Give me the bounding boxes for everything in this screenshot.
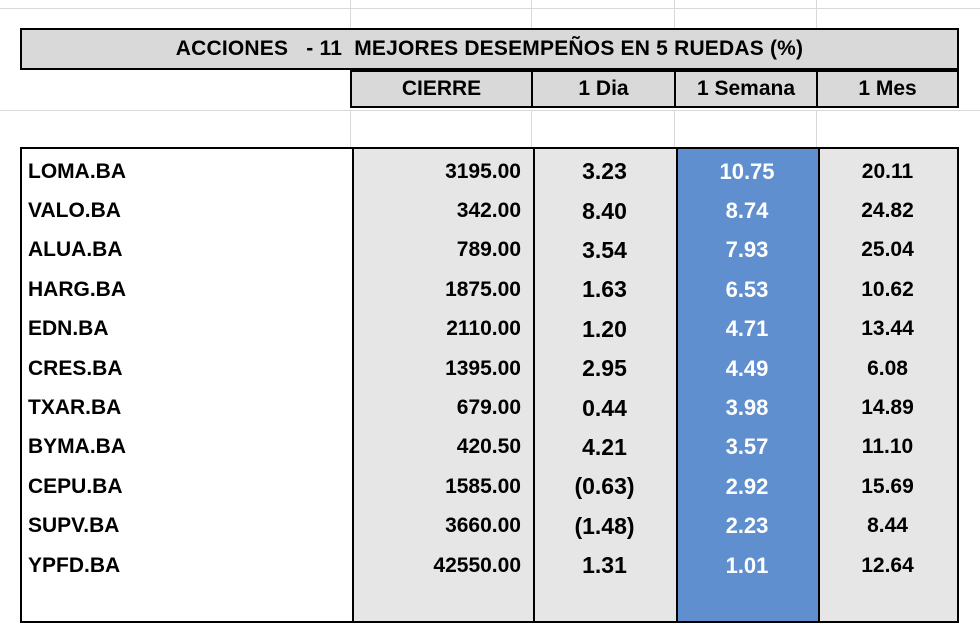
ticker-cell[interactable]: VALO.BA xyxy=(28,199,121,223)
cierre-cell[interactable]: 3660.00 xyxy=(445,514,521,538)
mes-cell[interactable]: 11.10 xyxy=(861,435,914,459)
table-row[interactable]: BYMA.BA 420.50 4.21 3.57 11.10 xyxy=(22,428,957,467)
gridline xyxy=(674,0,675,28)
ticker-cell[interactable]: TXAR.BA xyxy=(28,396,122,420)
semana-cell[interactable]: 1.01 xyxy=(725,552,769,578)
cierre-cell[interactable]: 2110.00 xyxy=(446,317,521,341)
semana-cell[interactable]: 7.93 xyxy=(725,237,769,263)
header-empty-cell[interactable] xyxy=(20,70,350,108)
table-row[interactable]: SUPV.BA 3660.00 (1.48) 2.23 8.44 xyxy=(22,507,957,546)
header-1-dia[interactable]: 1 Dia xyxy=(531,70,676,108)
cierre-cell[interactable]: 1395.00 xyxy=(445,356,521,380)
semana-cell[interactable]: 3.57 xyxy=(725,434,769,460)
semana-cell[interactable]: 10.75 xyxy=(719,158,775,184)
cierre-cell[interactable]: 1585.00 xyxy=(445,474,521,498)
cierre-cell[interactable]: 3195.00 xyxy=(445,159,521,183)
gridline xyxy=(350,110,351,147)
column-cierre xyxy=(352,149,533,621)
header-1-mes[interactable]: 1 Mes xyxy=(816,70,959,108)
column-ticker xyxy=(22,149,352,621)
mes-cell[interactable]: 10.62 xyxy=(861,277,914,301)
table-row[interactable]: CEPU.BA 1585.00 (0.63) 2.92 15.69 xyxy=(22,467,957,506)
header-cierre[interactable]: CIERRE xyxy=(350,70,533,108)
cierre-cell[interactable]: 679.00 xyxy=(456,396,521,420)
mes-cell[interactable]: 6.08 xyxy=(867,356,908,380)
cierre-cell[interactable]: 789.00 xyxy=(456,238,521,262)
column-1-semana xyxy=(676,149,818,621)
table-row[interactable]: CRES.BA 1395.00 2.95 4.49 6.08 xyxy=(22,349,957,388)
table-row[interactable]: TXAR.BA 679.00 0.44 3.98 14.89 xyxy=(22,388,957,427)
semana-cell[interactable]: 3.98 xyxy=(725,395,769,421)
mes-cell[interactable]: 20.11 xyxy=(861,159,914,183)
ticker-cell[interactable]: CEPU.BA xyxy=(28,474,123,498)
mes-cell[interactable]: 8.44 xyxy=(867,514,908,538)
dia-cell[interactable]: (1.48) xyxy=(574,512,635,539)
semana-cell[interactable]: 2.23 xyxy=(725,513,769,539)
ticker-cell[interactable]: EDN.BA xyxy=(28,317,109,341)
table-row[interactable]: VALO.BA 342.00 8.40 8.74 24.82 xyxy=(22,191,957,230)
gridline xyxy=(816,0,817,28)
gridline xyxy=(0,8,980,9)
mes-cell[interactable]: 25.04 xyxy=(861,238,914,262)
gridline xyxy=(674,110,675,147)
cierre-cell[interactable]: 342.00 xyxy=(456,199,521,223)
table-row[interactable]: ALUA.BA 789.00 3.54 7.93 25.04 xyxy=(22,231,957,270)
semana-cell[interactable]: 6.53 xyxy=(725,276,769,302)
ticker-cell[interactable]: HARG.BA xyxy=(28,277,126,301)
gridline xyxy=(531,0,532,28)
dia-cell[interactable]: 1.63 xyxy=(582,276,627,303)
gridline xyxy=(531,110,532,147)
cierre-cell[interactable]: 42550.00 xyxy=(433,553,521,577)
table-row[interactable]: EDN.BA 2110.00 1.20 4.71 13.44 xyxy=(22,310,957,349)
mes-cell[interactable]: 13.44 xyxy=(861,317,914,341)
semana-cell[interactable]: 4.49 xyxy=(725,355,769,381)
ticker-cell[interactable]: LOMA.BA xyxy=(28,159,126,183)
mes-cell[interactable]: 12.64 xyxy=(861,553,914,577)
cierre-cell[interactable]: 1875.00 xyxy=(445,277,521,301)
table-row[interactable]: HARG.BA 1875.00 1.63 6.53 10.62 xyxy=(22,270,957,309)
cierre-cell[interactable]: 420.50 xyxy=(456,435,521,459)
performance-table: LOMA.BA 3195.00 3.23 10.75 20.11 VALO.BA… xyxy=(20,147,959,623)
dia-cell[interactable]: 4.21 xyxy=(582,433,627,460)
dia-cell[interactable]: (0.63) xyxy=(574,473,635,500)
mes-cell[interactable]: 14.89 xyxy=(861,396,914,420)
gridline xyxy=(0,110,980,111)
dia-cell[interactable]: 2.95 xyxy=(582,355,627,382)
gridline xyxy=(350,0,351,28)
dia-cell[interactable]: 0.44 xyxy=(582,394,627,421)
mes-cell[interactable]: 24.82 xyxy=(861,199,914,223)
dia-cell[interactable]: 1.20 xyxy=(582,315,627,342)
ticker-cell[interactable]: YPFD.BA xyxy=(28,553,121,577)
dia-cell[interactable]: 8.40 xyxy=(582,197,627,224)
dia-cell[interactable]: 3.23 xyxy=(582,158,627,185)
ticker-cell[interactable]: SUPV.BA xyxy=(28,514,120,538)
dia-cell[interactable]: 3.54 xyxy=(582,236,627,263)
table-title-text: ACCIONES - 11 MEJORES DESEMPEÑOS EN 5 RU… xyxy=(175,37,804,60)
column-1-mes xyxy=(818,149,957,621)
table-row[interactable]: LOMA.BA 3195.00 3.23 10.75 20.11 xyxy=(22,152,957,191)
ticker-cell[interactable]: BYMA.BA xyxy=(28,435,126,459)
table-title: ACCIONES - 11 MEJORES DESEMPEÑOS EN 5 RU… xyxy=(20,28,959,70)
ticker-cell[interactable]: ALUA.BA xyxy=(28,238,123,262)
gridline xyxy=(816,110,817,147)
dia-cell[interactable]: 1.31 xyxy=(582,552,627,579)
semana-cell[interactable]: 8.74 xyxy=(725,198,769,224)
ticker-cell[interactable]: CRES.BA xyxy=(28,356,123,380)
table-row[interactable]: YPFD.BA 42550.00 1.31 1.01 12.64 xyxy=(22,546,957,585)
mes-cell[interactable]: 15.69 xyxy=(861,474,914,498)
header-1-semana[interactable]: 1 Semana xyxy=(674,70,818,108)
semana-cell[interactable]: 2.92 xyxy=(725,473,769,499)
semana-cell[interactable]: 4.71 xyxy=(725,316,769,342)
column-1-dia xyxy=(533,149,676,621)
